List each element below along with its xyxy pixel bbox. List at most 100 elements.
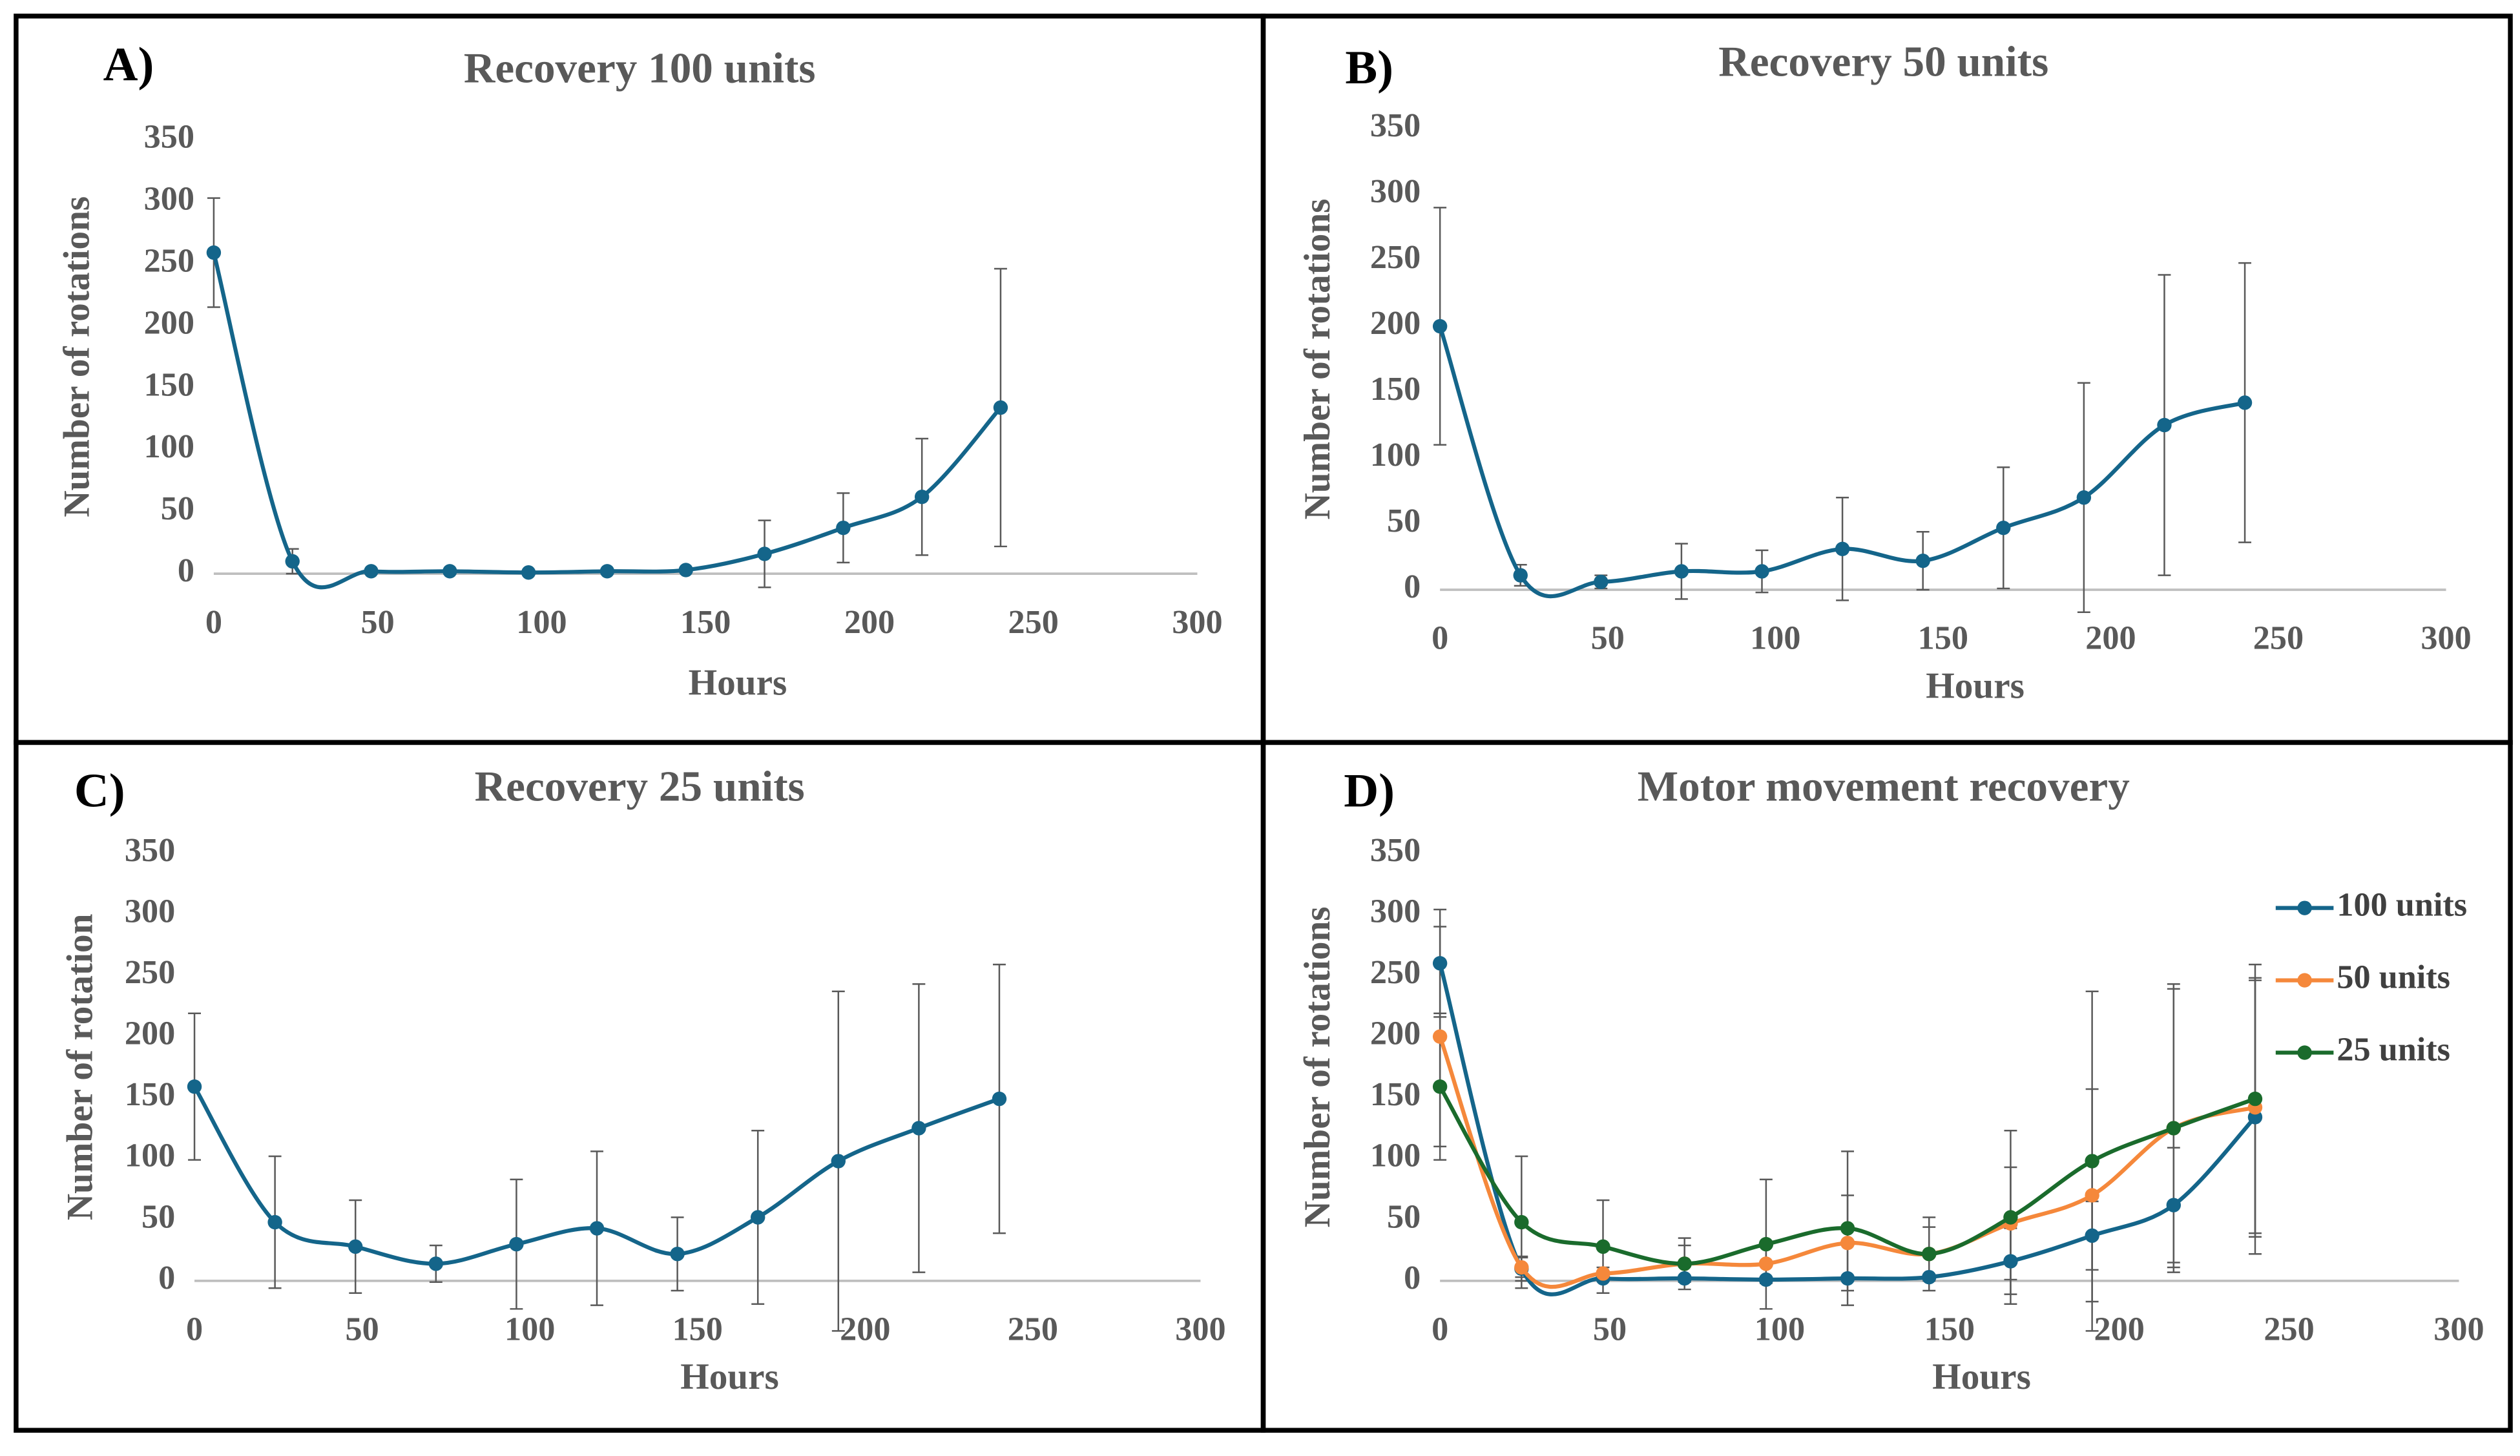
y-tick-label: 200 [144,304,194,341]
data-point [2085,1228,2099,1243]
data-point [678,563,693,577]
y-tick-label: 350 [1370,831,1421,869]
data-point [599,564,615,579]
y-axis-label: Number of rotations [1297,199,1338,520]
x-tick-label: 50 [1591,619,1625,657]
x-tick-label: 0 [1432,1310,1448,1347]
data-point [521,565,536,580]
x-tick-label: 250 [1008,1310,1058,1347]
panel-label: D) [1344,764,1395,818]
x-tick-label: 200 [844,603,895,641]
data-point [1996,520,2011,536]
y-tick-label: 200 [1370,304,1421,342]
panel-frame [1260,740,2513,1433]
data-point [1922,1269,1937,1285]
y-tick-label: 350 [144,118,194,155]
data-point [1514,1260,1529,1275]
data-point [1513,568,1528,583]
legend-marker [2297,900,2312,915]
data-point [2003,1210,2018,1225]
data-point [2076,490,2092,505]
x-tick-label: 150 [672,1310,723,1347]
legend-label: 100 units [2337,886,2467,924]
y-tick-label: 150 [125,1076,175,1113]
data-point [285,554,300,569]
chart-title: Recovery 100 units [464,43,816,92]
panel-label: A) [103,37,154,91]
x-axis-label: Hours [1932,1357,2031,1397]
data-point [993,400,1008,415]
y-tick-label: 200 [125,1015,175,1052]
data-point [992,1091,1007,1107]
y-tick-label: 0 [1404,1259,1421,1296]
data-point [443,564,457,579]
panel-label: C) [74,764,125,818]
data-point [1840,1221,1855,1236]
data-point [348,1239,363,1254]
y-tick-label: 100 [144,428,194,465]
x-tick-label: 300 [1175,1310,1225,1347]
x-tick-label: 300 [1172,603,1222,641]
y-tick-label: 200 [1370,1015,1421,1052]
y-tick-label: 0 [1404,568,1421,605]
y-tick-label: 150 [1370,370,1421,408]
data-point [1755,564,1769,579]
data-point [2247,1091,2263,1107]
data-point [1674,564,1689,579]
data-point [1915,553,1930,568]
legend-label: 25 units [2337,1031,2450,1068]
data-point [836,520,851,536]
y-tick-label: 100 [1370,436,1421,473]
y-tick-label: 50 [1387,502,1421,539]
data-point [509,1236,524,1252]
x-tick-label: 50 [361,603,395,641]
x-axis-label: Hours [689,662,787,703]
data-point [1432,1079,1448,1094]
y-tick-label: 250 [144,242,194,279]
data-point [670,1247,685,1262]
data-point [911,1121,926,1136]
data-point [1596,1239,1610,1254]
data-point [750,1210,765,1225]
chart-title: Recovery 50 units [1718,37,2048,85]
data-point [1758,1256,1774,1271]
x-tick-label: 250 [2264,1310,2314,1347]
series-line [1438,326,2245,599]
x-tick-label: 150 [680,603,731,641]
data-point [2085,1188,2099,1203]
chart-title: Recovery 25 units [475,762,805,810]
chart-title: Motor movement recovery [1638,762,2130,810]
y-tick-label: 350 [125,831,175,869]
x-axis-label: Hours [1926,665,2025,706]
x-tick-label: 200 [840,1310,890,1347]
data-point [1514,1214,1529,1230]
y-tick-label: 50 [1387,1198,1421,1235]
y-tick-label: 100 [1370,1137,1421,1174]
data-point [1922,1247,1937,1262]
data-point [187,1079,202,1094]
data-point [1594,574,1609,589]
x-tick-label: 100 [516,603,567,641]
data-point [2085,1154,2099,1169]
data-point [914,489,930,504]
x-tick-label: 100 [505,1310,555,1347]
x-axis-label: Hours [680,1357,779,1397]
x-tick-label: 200 [2085,619,2136,657]
data-point [831,1154,846,1169]
y-tick-label: 50 [141,1198,175,1235]
x-tick-label: 0 [186,1310,203,1347]
data-point [1432,1029,1448,1044]
y-tick-label: 0 [158,1259,175,1296]
data-point [267,1214,282,1230]
x-tick-label: 150 [1918,619,1968,657]
data-point [2003,1254,2018,1269]
data-point [2237,395,2253,410]
data-point [1677,1271,1692,1286]
x-tick-label: 300 [2433,1310,2484,1347]
x-tick-label: 100 [1750,619,1800,657]
data-point [2166,1198,2181,1212]
y-tick-label: 0 [178,552,194,589]
data-point [1758,1272,1774,1287]
data-point [2157,417,2172,433]
